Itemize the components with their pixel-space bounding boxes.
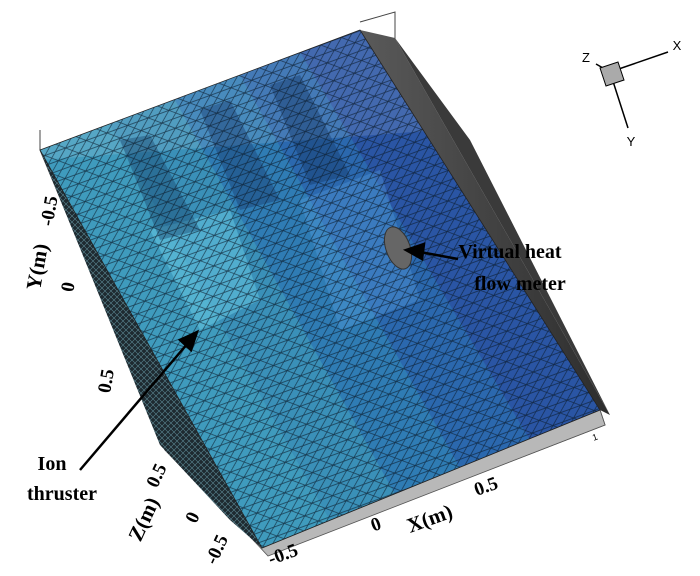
x-tick-label: 0.5 [471,473,501,501]
y-tick-label: -0.5 [37,194,63,227]
triad-label: Y [627,134,636,149]
x-axis-label: X(m) [404,499,456,538]
z-tick-label: -0.5 [201,532,233,568]
annotation: thruster [27,483,97,505]
mesh-surface [40,30,600,548]
x-tick-label: 1 [591,432,599,443]
triad [595,51,669,129]
triad-label: Z [582,50,590,65]
annotation: Ion [38,453,67,475]
heat-flow-meter [383,226,413,270]
z-tick-label: 0 [181,509,204,526]
triad-label: X [673,38,682,53]
arrows [79,242,459,471]
right-face [360,30,610,415]
z-axis-label: Z(m) [123,493,164,544]
annotation: Virtual heat [458,241,561,263]
y-axis-label: Y(m) [21,242,53,292]
x-tick-label: 0 [368,513,384,536]
right-face-edge [395,38,610,415]
face-outline [39,29,601,549]
y-tick-label: 0.5 [94,368,119,395]
y-tick-label: 0 [57,281,79,294]
z-tick-label: 0.5 [142,460,171,490]
annotation: flow meter [474,273,566,295]
